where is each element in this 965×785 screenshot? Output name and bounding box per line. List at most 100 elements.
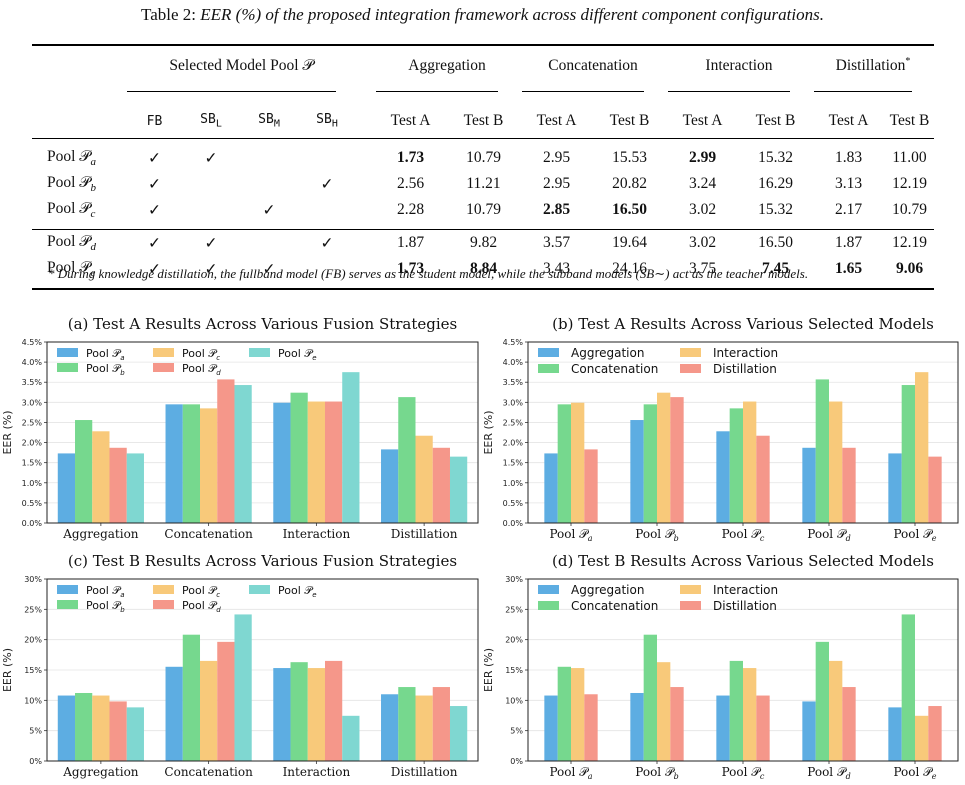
bar-4-2 <box>915 372 929 523</box>
check-cell: ✓ <box>148 260 161 278</box>
y-tick-label: 0.0% <box>22 519 43 528</box>
check-cell: ✓ <box>148 201 161 219</box>
value-cell: 3.13 <box>834 175 863 192</box>
bar-2-3 <box>756 435 770 523</box>
y-tick-label: 25% <box>24 605 42 614</box>
chart-legend: Aggregation Concatenation Interaction Disti… <box>538 346 778 376</box>
bar-1-1 <box>643 634 657 761</box>
bar-1-2 <box>200 660 218 761</box>
bar-3-2 <box>415 695 433 761</box>
bar-0-0 <box>57 453 76 523</box>
legend-label: Pool 𝒫a <box>86 347 124 362</box>
x-tick-label: Interaction <box>283 765 351 779</box>
test-col-header: Test B <box>463 112 504 129</box>
x-tick-label: Distillation <box>391 527 458 541</box>
bar-2-0 <box>716 431 730 523</box>
bar-2-1 <box>290 662 308 761</box>
legend-label: Pool 𝒫e <box>278 584 317 599</box>
y-tick-label: 20% <box>24 636 42 645</box>
group-header-concatenation: Concatenation <box>548 57 638 74</box>
caption-label: Table 2: <box>141 5 196 24</box>
bar-3-1 <box>398 397 416 523</box>
bar-2-3 <box>756 695 770 761</box>
value-cell: 10.79 <box>892 201 927 218</box>
legend-swatch <box>680 348 701 357</box>
legend-label: Concatenation <box>571 599 658 613</box>
pool-header: Selected Model Pool 𝒫 <box>169 57 314 74</box>
value-cell: 7.45 <box>761 260 790 277</box>
value-cell: 12.19 <box>892 175 927 192</box>
y-tick-label: 3.0% <box>503 398 524 407</box>
bar-4-3 <box>928 706 942 761</box>
test-col-header: Test A <box>536 112 577 129</box>
table-row-pool-d: Pool 𝒫d ✓ ✓ ✓ 1.87 9.82 3.57 19.64 3.02 16.50 1.87… <box>32 230 934 256</box>
group-header-interaction: Interaction <box>705 57 773 74</box>
value-cell: 2.95 <box>542 149 571 166</box>
y-tick-label: 2.5% <box>22 418 43 427</box>
y-axis-label: EER (%) <box>482 410 495 454</box>
x-tick-label: Pool 𝒫e <box>893 765 936 781</box>
bar-1-3 <box>670 687 684 761</box>
y-tick-label: 25% <box>505 605 523 614</box>
bar-3-4 <box>449 706 468 761</box>
bar-2-0 <box>716 695 730 761</box>
table-row-pool-a: Pool 𝒫a ✓ ✓ 1.73 10.79 2.95 15.53 2.99 15.32 1.83… <box>32 145 934 171</box>
value-cell: 24.16 <box>612 260 647 277</box>
check-cell: ✓ <box>148 175 161 193</box>
value-cell: 3.75 <box>688 260 717 277</box>
test-col-header: Test A <box>390 112 431 129</box>
legend-label: Pool 𝒫e <box>278 347 317 362</box>
bar-0-2 <box>92 695 110 761</box>
bar-1-0 <box>630 420 644 523</box>
bar-3-0 <box>802 447 816 523</box>
legend-label: Aggregation <box>571 346 644 360</box>
x-tick-label: Pool 𝒫a <box>549 527 592 543</box>
check-cell: ✓ <box>320 175 334 193</box>
legend-swatch <box>249 348 270 357</box>
value-cell: 2.17 <box>834 201 863 218</box>
bar-1-4 <box>234 385 252 523</box>
legend-swatch <box>538 348 559 357</box>
model-col-sbm: SBM <box>258 112 280 130</box>
value-cell: 3.57 <box>542 234 571 251</box>
legend-label: Distillation <box>713 599 777 613</box>
y-tick-label: 2.5% <box>503 418 524 427</box>
legend-swatch <box>153 348 174 357</box>
chart-title: (d) Test B Results Across Various Select… <box>552 552 934 570</box>
bar-2-4 <box>342 715 360 761</box>
caption-text: EER (%) of the proposed integration fram… <box>200 5 824 24</box>
y-tick-label: 2.0% <box>22 439 43 448</box>
y-tick-label: 30% <box>505 575 523 584</box>
x-tick-label: Pool 𝒫c <box>722 527 765 543</box>
test-col-header: Test B <box>889 112 930 129</box>
y-tick-label: 30% <box>24 575 42 584</box>
y-axis-label: EER (%) <box>482 648 495 692</box>
y-tick-label: 10% <box>24 696 42 705</box>
value-cell: 1.87 <box>396 234 425 251</box>
y-tick-label: 1.5% <box>22 459 43 468</box>
bar-2-3 <box>324 660 343 761</box>
legend-swatch <box>57 363 78 372</box>
y-tick-label: 5% <box>510 727 523 736</box>
value-cell: 3.24 <box>688 175 717 192</box>
model-col-sbl: SBL <box>200 112 222 130</box>
y-tick-label: 0.0% <box>503 519 524 528</box>
plot-frame <box>46 578 479 762</box>
value-cell: 2.28 <box>396 201 425 218</box>
bar-0-2 <box>92 431 110 523</box>
bar-1-1 <box>182 404 201 523</box>
test-col-header: Test A <box>828 112 869 129</box>
y-tick-label: 1.0% <box>503 479 524 488</box>
value-cell: 16.50 <box>758 234 793 251</box>
value-cell: 16.29 <box>758 175 793 192</box>
test-col-header: Test A <box>682 112 723 129</box>
legend-label: Pool 𝒫d <box>182 599 221 614</box>
test-col-header: Test B <box>609 112 650 129</box>
bar-0-3 <box>109 701 127 761</box>
value-cell: 15.53 <box>612 149 647 166</box>
legend-label: Pool 𝒫a <box>86 584 124 599</box>
legend-swatch <box>153 585 174 594</box>
bar-0-1 <box>557 666 571 761</box>
bar-2-1 <box>729 660 743 761</box>
row-label: Pool 𝒫b <box>47 173 96 195</box>
